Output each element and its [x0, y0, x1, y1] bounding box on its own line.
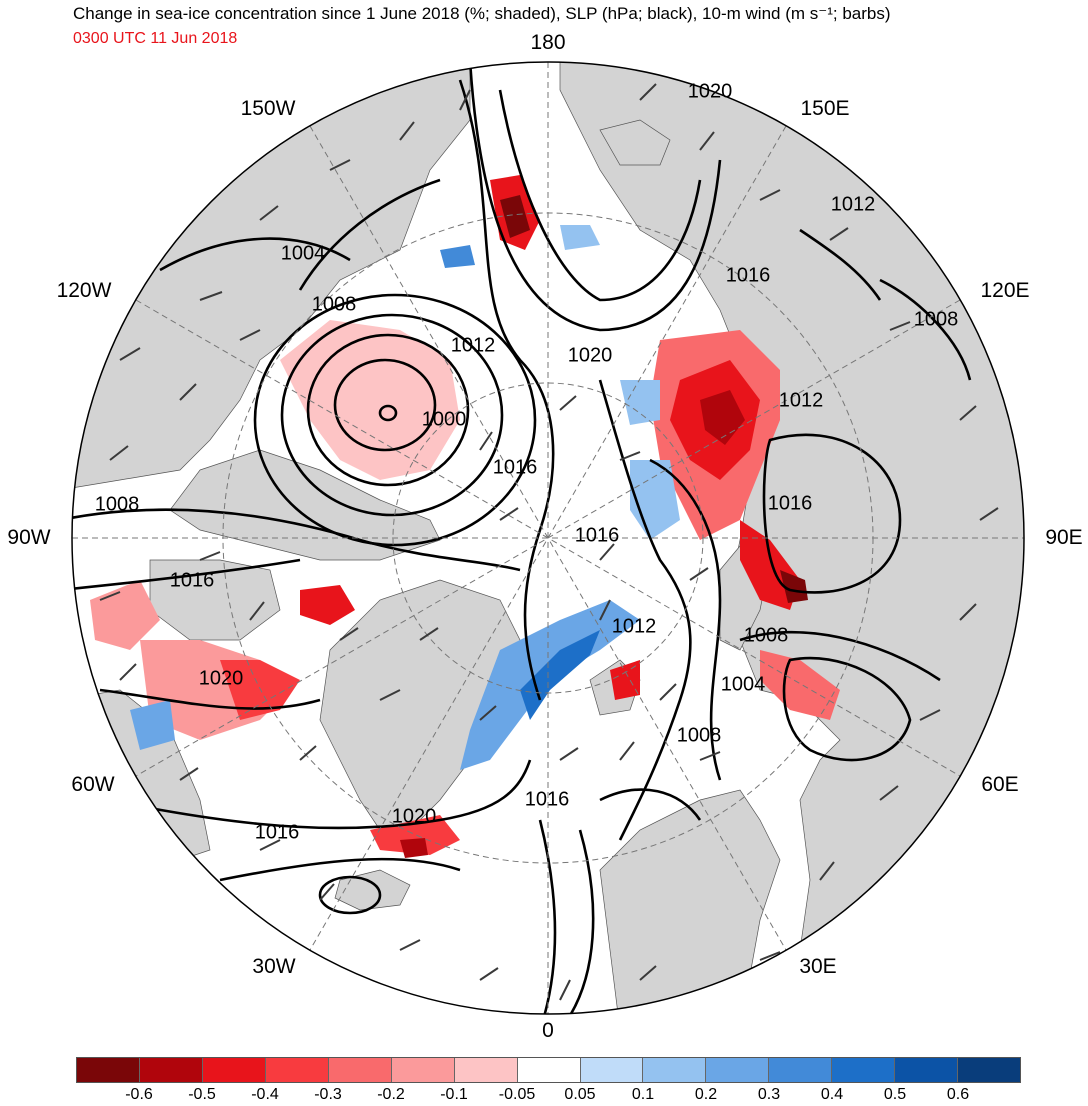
- graticule: [72, 62, 1024, 1014]
- isobar-label: 1008: [94, 493, 140, 516]
- lon-label-90e: 90E: [1045, 526, 1083, 549]
- colorbar-bin: [895, 1058, 959, 1082]
- isobar-label: 1020: [391, 805, 437, 828]
- lon-label-60w: 60W: [71, 773, 115, 796]
- colorbar-bin: [265, 1058, 329, 1082]
- isobar-label: 1016: [574, 524, 620, 547]
- lon-label-150e: 150E: [800, 97, 850, 120]
- colorbar-tick-label: 0.2: [694, 1086, 718, 1103]
- lon-label-180: 180: [530, 31, 566, 54]
- lon-label-150w: 150W: [240, 97, 296, 120]
- colorbar-bin: [139, 1058, 203, 1082]
- isobar-label: 1020: [567, 344, 613, 367]
- colorbar-bin: [328, 1058, 392, 1082]
- lon-label-120w: 120W: [56, 279, 112, 302]
- isobar-label: 1012: [778, 389, 824, 412]
- colorbar-bin: [517, 1058, 581, 1082]
- colorbar-bin: [706, 1058, 770, 1082]
- isobar-label: 1000: [421, 408, 467, 431]
- colorbar-tick-label: 0.5: [883, 1086, 907, 1103]
- colorbar-tick-label: -0.1: [440, 1086, 468, 1103]
- colorbar-tick-label: -0.6: [125, 1086, 153, 1103]
- isobar-label: 1008: [676, 724, 722, 747]
- colorbar-bin: [202, 1058, 266, 1082]
- isobar-label: 1012: [830, 193, 876, 216]
- isobar-label: 1004: [720, 673, 766, 696]
- lon-label-30w: 30W: [252, 955, 296, 978]
- isobar-label: 1020: [198, 667, 244, 690]
- colorbar-tick-label: -0.3: [314, 1086, 342, 1103]
- lon-label-120e: 120E: [980, 279, 1030, 302]
- colorbar-bin: [77, 1058, 140, 1082]
- colorbar-tick-label: -0.05: [498, 1086, 536, 1103]
- isobar-label: 1016: [169, 569, 215, 592]
- lon-label-0: 0: [542, 1019, 554, 1042]
- colorbar-tick-label: -0.2: [377, 1086, 405, 1103]
- lon-label-90w: 90W: [7, 526, 51, 549]
- isobar-label: 1020: [687, 80, 733, 103]
- colorbar-tick-label: -0.5: [188, 1086, 216, 1103]
- isobar-label: 1008: [311, 293, 357, 316]
- isobar-label: 1016: [725, 264, 771, 287]
- colorbar: [76, 1057, 1021, 1083]
- isobar-label: 1016: [524, 788, 570, 811]
- lon-label-30e: 30E: [799, 955, 837, 978]
- colorbar-tick-label: 0.05: [564, 1086, 596, 1103]
- isobar-label: 1012: [611, 615, 657, 638]
- slp-isobars: [72, 62, 972, 1014]
- valid-time: 0300 UTC 11 Jun 2018: [73, 30, 238, 47]
- isobar-label: 1016: [254, 821, 300, 844]
- colorbar-tick-label: 0.4: [820, 1086, 844, 1103]
- wind-barbs: [99, 83, 999, 1001]
- colorbar-tick-label: 0.3: [757, 1086, 781, 1103]
- colorbar-bin: [832, 1058, 896, 1082]
- colorbar-bin: [391, 1058, 455, 1082]
- land-arctic-archipelago: [169, 449, 441, 561]
- colorbar-bin: [769, 1058, 833, 1082]
- colorbar-bin: [454, 1058, 518, 1082]
- isobar-label: 1008: [913, 308, 959, 331]
- isobar-label: 1012: [450, 334, 496, 357]
- lon-label-60e: 60E: [981, 773, 1019, 796]
- colorbar-tick-label: -0.4: [251, 1086, 279, 1103]
- colorbar-bin: [580, 1058, 644, 1082]
- land-masses: [72, 62, 1024, 1014]
- colorbar-tick-label: 0.6: [946, 1086, 970, 1103]
- land-iceland: [334, 869, 411, 911]
- isobar-label: 1008: [743, 624, 789, 647]
- colorbar-bin: [643, 1058, 707, 1082]
- isobar-label: 1016: [767, 492, 813, 515]
- isobar-label: 1004: [280, 242, 326, 265]
- chart-title: Change in sea-ice concentration since 1 …: [73, 4, 891, 23]
- land-new-siberian: [599, 119, 671, 166]
- colorbar-tick-label: 0.1: [631, 1086, 655, 1103]
- isobar-label: 1016: [492, 456, 538, 479]
- land-scandinavia: [599, 789, 781, 1014]
- land-greenland: [319, 579, 521, 831]
- map-boundary: [71, 61, 1025, 1015]
- colorbar-bin: [958, 1058, 1021, 1082]
